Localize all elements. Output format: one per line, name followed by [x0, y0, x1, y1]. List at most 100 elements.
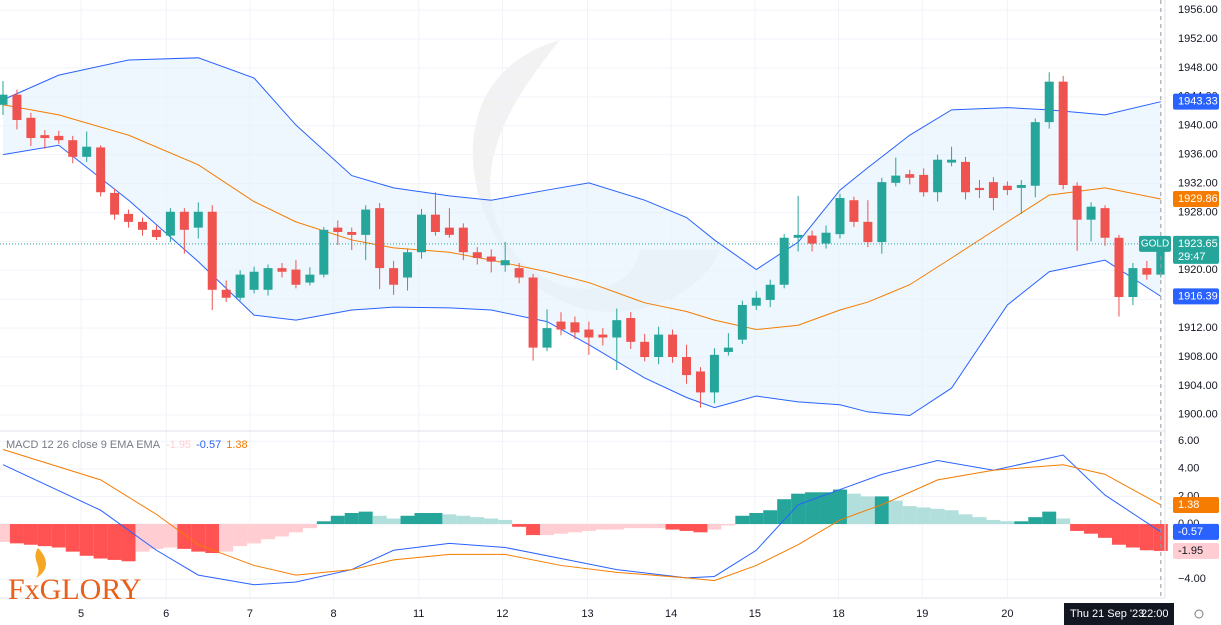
- histogram-bar: [986, 519, 1001, 525]
- candle-body: [584, 329, 594, 338]
- x-tick-label: 7: [247, 608, 253, 620]
- candle-body: [933, 159, 943, 193]
- candle-body: [1072, 185, 1082, 220]
- candle-body: [1128, 268, 1138, 298]
- candle-body: [793, 234, 803, 238]
- candle-body: [737, 304, 747, 340]
- symbol-label: GOLD: [1141, 239, 1169, 250]
- histogram-bar: [498, 519, 513, 525]
- x-tick-label: 18: [832, 608, 844, 620]
- band-fill: [2, 57, 1161, 416]
- candle-body: [570, 322, 580, 333]
- histogram-bar: [651, 524, 666, 529]
- x-tick-label: 11: [413, 608, 424, 620]
- x-tick-label: 19: [916, 608, 928, 620]
- histogram-bar: [623, 524, 638, 529]
- macd-value-label: -0.57: [1178, 526, 1203, 538]
- histogram-bar: [749, 512, 764, 525]
- candle-body: [598, 334, 608, 338]
- candle-body: [207, 211, 217, 290]
- histogram-bar: [1028, 517, 1043, 525]
- candle-body: [54, 135, 64, 141]
- x-tick-label: 6: [163, 608, 169, 620]
- band-lower: [2, 144, 1162, 417]
- crosshair-time-box: [1064, 603, 1174, 625]
- histogram-bar: [261, 524, 276, 540]
- candle-body: [988, 182, 998, 199]
- histogram-bar: [274, 524, 289, 537]
- settings-icon[interactable]: [1194, 609, 1204, 619]
- indicator-value: -1.95: [166, 439, 191, 451]
- histogram-bar: [972, 517, 987, 525]
- histogram-bar: [777, 499, 792, 525]
- candle-body: [430, 214, 440, 232]
- histogram-bar: [456, 515, 471, 525]
- candle-body: [263, 268, 273, 290]
- histogram-bar: [665, 524, 680, 530]
- candle-body: [807, 235, 817, 244]
- histogram-bar: [247, 524, 262, 544]
- candle-body: [0, 94, 8, 105]
- histogram-bar: [344, 512, 359, 525]
- histogram-bar: [916, 507, 931, 525]
- histogram-bar: [637, 524, 652, 529]
- histogram-bar: [219, 524, 234, 552]
- candle-body: [40, 135, 50, 139]
- histogram-bar: [121, 524, 136, 562]
- histogram-bar: [372, 515, 387, 525]
- countdown: 29:47: [1178, 251, 1206, 263]
- candle-body: [974, 187, 984, 191]
- y-tick-label: 1920.00: [1178, 264, 1218, 276]
- candle-body: [1016, 185, 1026, 188]
- candle-body: [486, 256, 496, 262]
- histogram-bar: [763, 510, 778, 525]
- candle-body: [277, 268, 287, 272]
- candle-body: [849, 200, 859, 222]
- lower-band-label-box: [1173, 288, 1219, 305]
- histogram-bar: [1098, 524, 1113, 538]
- histogram-bar: [470, 517, 485, 525]
- candle-body: [863, 221, 873, 243]
- histogram-bar: [512, 524, 527, 527]
- candle-body: [444, 227, 454, 235]
- candle-body: [1114, 237, 1124, 298]
- macd-line: [2, 454, 1162, 586]
- histogram-bar: [553, 524, 568, 534]
- candle-body: [961, 161, 971, 193]
- histogram-bar: [874, 496, 889, 525]
- last-price-label: 1923.65: [1178, 238, 1218, 250]
- candle-body: [835, 198, 845, 235]
- candle-body: [361, 209, 371, 235]
- histogram-bar: [1139, 524, 1154, 551]
- histogram-bar: [609, 524, 624, 530]
- axes: 5 6 7 8 11 12 13 14 15 18 19 20 1900.00 1904.00 1908.0…: [6, 4, 1219, 625]
- histogram-bar: [735, 515, 750, 525]
- candle-body: [179, 211, 189, 230]
- histogram-bar: [1056, 518, 1071, 525]
- candle-body: [68, 140, 78, 157]
- candle-body: [919, 174, 929, 193]
- histogram-bar: [958, 514, 973, 525]
- histogram-bar: [540, 524, 555, 536]
- histogram-bar: [149, 524, 164, 549]
- histogram-bar: [484, 518, 499, 525]
- histogram-bar: [414, 512, 429, 525]
- candle-body: [891, 175, 901, 183]
- candle-body: [765, 284, 775, 300]
- middle-band-label-box: [1173, 191, 1219, 208]
- signal-value-label: 1.38: [1178, 499, 1199, 511]
- logo-flame: [35, 548, 46, 578]
- histogram-value-label-box: [1173, 542, 1219, 559]
- y-tick-label: 4.00: [1178, 463, 1199, 475]
- histogram-bar: [1111, 524, 1126, 545]
- candle-body: [305, 274, 315, 283]
- candle-body: [96, 147, 106, 193]
- candle-body: [165, 211, 175, 236]
- candle-body: [110, 192, 120, 215]
- crosshair-time: 22:00: [1141, 608, 1169, 620]
- candle-body: [626, 317, 636, 342]
- signal-value-label-box: [1173, 496, 1219, 513]
- histogram-bar: [1125, 524, 1140, 548]
- candle-body: [137, 221, 147, 230]
